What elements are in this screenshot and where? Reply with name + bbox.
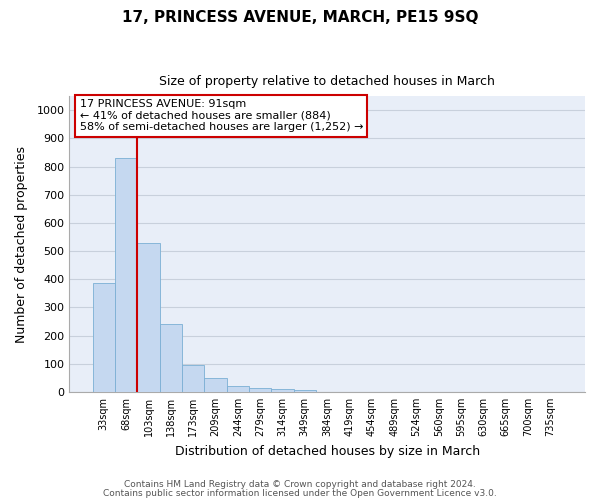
Bar [227, 386, 249, 392]
Title: Size of property relative to detached houses in March: Size of property relative to detached ho… [159, 75, 495, 88]
Bar [204, 378, 227, 392]
Bar [137, 242, 160, 392]
Bar [271, 389, 293, 392]
Bar [182, 365, 204, 392]
Bar [293, 390, 316, 392]
Y-axis label: Number of detached properties: Number of detached properties [15, 146, 28, 342]
Text: 17 PRINCESS AVENUE: 91sqm
← 41% of detached houses are smaller (884)
58% of semi: 17 PRINCESS AVENUE: 91sqm ← 41% of detac… [80, 99, 363, 132]
Text: Contains public sector information licensed under the Open Government Licence v3: Contains public sector information licen… [103, 488, 497, 498]
Text: 17, PRINCESS AVENUE, MARCH, PE15 9SQ: 17, PRINCESS AVENUE, MARCH, PE15 9SQ [122, 10, 478, 25]
Bar [249, 388, 271, 392]
Text: Contains HM Land Registry data © Crown copyright and database right 2024.: Contains HM Land Registry data © Crown c… [124, 480, 476, 489]
Bar [92, 284, 115, 392]
X-axis label: Distribution of detached houses by size in March: Distribution of detached houses by size … [175, 444, 479, 458]
Bar [160, 324, 182, 392]
Bar [115, 158, 137, 392]
